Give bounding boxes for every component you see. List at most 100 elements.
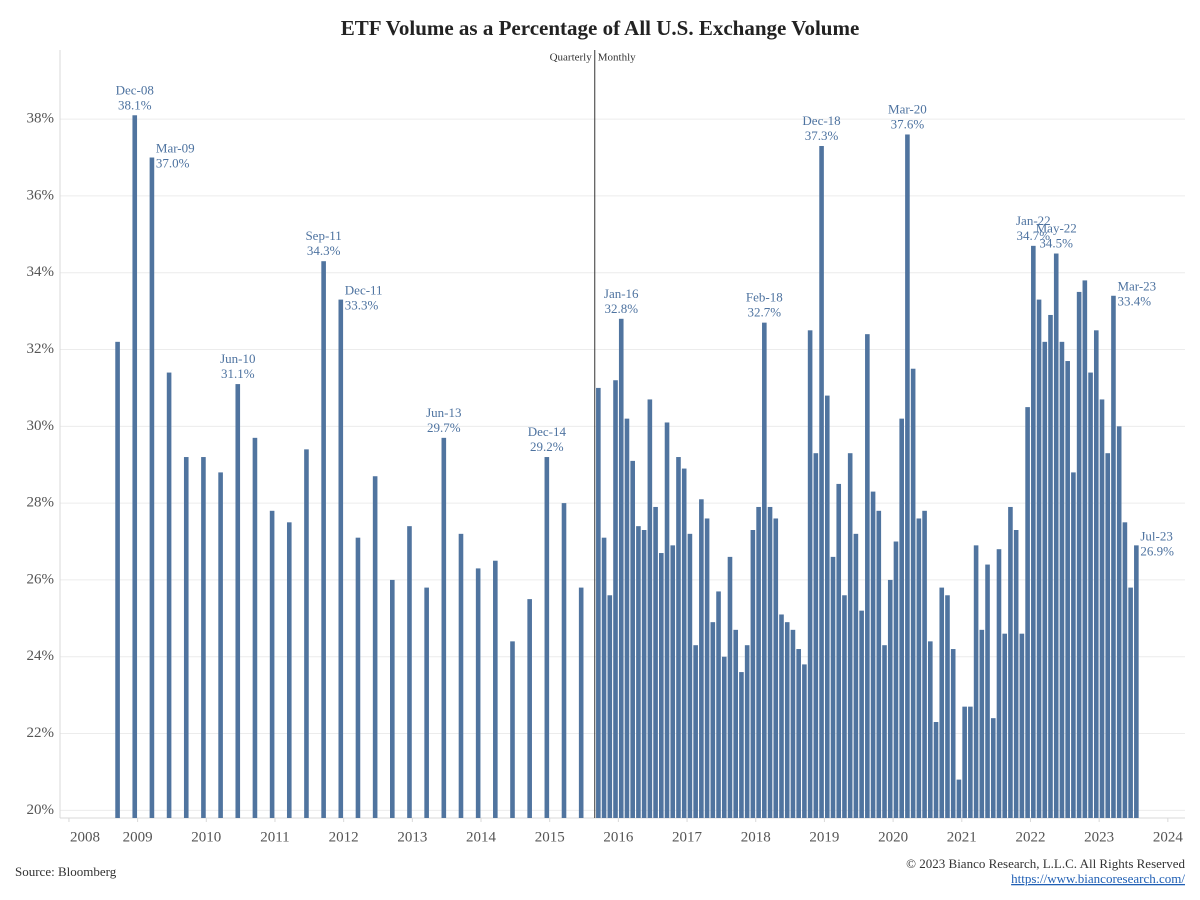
x-tick-label: 2024 [1153,829,1184,845]
value-label: 33.3% [345,298,379,313]
bar [561,503,567,818]
bar [1048,314,1053,818]
bar [510,641,515,818]
bar [304,449,309,818]
x-tick-label: 2020 [878,829,908,845]
bar [739,672,744,818]
bar [1053,253,1059,818]
bar [1036,299,1042,819]
bar [183,457,189,818]
bar [716,591,721,818]
bar [1093,330,1099,818]
x-tick-label: 2012 [329,829,359,845]
point-label: Dec-14 [528,424,567,439]
bar [876,510,882,818]
bar [905,134,910,819]
bar [1128,587,1133,818]
bar [670,545,676,818]
value-label: 34.7% [1017,228,1051,243]
bar [687,533,693,818]
bar [899,418,904,818]
y-tick-label: 28% [27,495,55,511]
bar [1071,472,1076,818]
point-label: Dec-11 [345,283,383,298]
bar [870,491,876,818]
bar [115,341,120,818]
bar [790,629,796,818]
point-label: Feb-18 [746,290,783,305]
x-tick-label: 2023 [1084,829,1114,845]
bar [721,656,727,818]
bar [744,645,750,818]
bar [618,318,624,818]
bar [596,387,601,818]
bar [756,506,761,818]
value-label: 34.3% [307,243,341,258]
bar [132,115,138,818]
bar [653,506,658,818]
bar [252,437,258,818]
point-label: Jan-22 [1016,213,1051,228]
bar [166,372,172,818]
bar [1059,341,1065,818]
value-label: 37.6% [891,116,925,131]
bar [985,564,990,818]
segment-label: Quarterly [550,52,593,64]
bar [1076,291,1082,818]
value-label: 37.3% [805,128,839,143]
bar [710,622,716,818]
x-tick-label: 2010 [191,829,221,845]
bar [1002,633,1008,818]
bar [767,506,773,818]
bar [956,779,962,818]
bar [990,718,996,818]
bar [819,146,824,818]
bar [916,518,922,818]
bar [1008,506,1013,818]
bar [950,649,956,818]
bar [493,560,498,818]
bar [1111,295,1116,818]
bar [676,457,681,818]
bar [893,541,899,818]
value-label: 29.7% [427,420,461,435]
x-tick-label: 2021 [947,829,977,845]
bar [842,595,847,818]
source-note: Source: Bloomberg [15,864,117,879]
point-label: Mar-23 [1117,279,1156,294]
bar [372,476,378,818]
point-label: May-22 [1036,221,1077,236]
copyright: © 2023 Bianco Research, L.L.C. All Right… [906,856,1185,871]
bar [1122,522,1128,818]
x-tick-label: 2022 [1015,829,1045,845]
point-label: Dec-18 [802,113,840,128]
x-tick-label: 2014 [466,829,497,845]
bar [630,460,635,818]
bar [664,422,670,818]
bar [624,418,630,818]
bar [750,530,756,818]
bar [933,722,939,818]
bar [355,537,361,818]
bar [824,395,830,818]
bar [704,518,710,818]
value-label: 26.9% [1140,543,1174,558]
bar [1025,407,1030,818]
value-label: 34.5% [1039,236,1073,251]
point-label: Sep-11 [305,228,341,243]
website-link[interactable]: https://www.biancoresearch.com/ [1011,871,1185,886]
bar [235,384,241,818]
value-label: 33.4% [1117,294,1151,309]
bar [201,457,206,818]
bar [859,610,864,818]
bar [1105,453,1111,818]
bar [1134,545,1139,818]
y-tick-label: 20% [27,802,55,818]
bar [996,549,1002,818]
bar [338,299,344,819]
bar [1042,341,1048,818]
bar [779,614,784,818]
bar [802,664,807,818]
bar [853,533,859,818]
bar [1065,361,1070,818]
